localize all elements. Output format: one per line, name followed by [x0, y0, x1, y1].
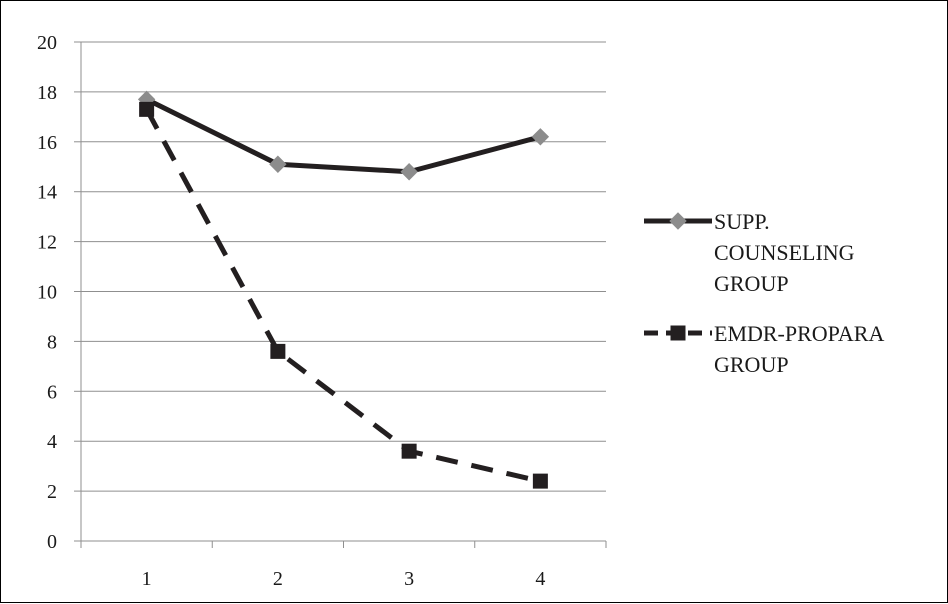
y-tick-label: 14 [37, 182, 57, 204]
series-line-2 [144, 108, 541, 484]
legend-label: COUNSELING [714, 240, 855, 265]
series-2-point [139, 101, 155, 117]
series-2-point [401, 443, 417, 459]
x-tick-label: 1 [142, 568, 152, 590]
y-tick-label: 8 [47, 331, 57, 353]
y-tick-label: 2 [47, 481, 57, 503]
series-2-point [532, 473, 548, 489]
x-tick-label: 4 [535, 568, 545, 590]
y-tick-label: 4 [47, 431, 57, 453]
series-2-point [270, 343, 286, 359]
y-tick-label: 6 [47, 381, 57, 403]
series-lines [144, 97, 542, 484]
legend-label: SUPP. [714, 209, 770, 234]
y-tick-label: 12 [37, 232, 57, 254]
y-tick-label: 10 [37, 282, 57, 304]
legend-swatch-marker-1 [669, 212, 687, 230]
x-tick-label: 3 [404, 568, 414, 590]
axes [74, 41, 607, 548]
legend-label: GROUP [714, 271, 789, 296]
y-tick-label: 0 [47, 531, 57, 553]
y-tick-label: 18 [37, 82, 57, 104]
y-tick-label: 20 [37, 32, 57, 54]
series-1-point [269, 155, 287, 173]
x-tick-label: 2 [273, 568, 283, 590]
legend: SUPP. COUNSELING GROUP EMDR-PROPARA GROUP [644, 209, 884, 377]
series-markers [137, 90, 550, 489]
series-1-point [531, 128, 550, 146]
x-tick-labels: 1 2 3 4 [142, 568, 546, 590]
y-tick-labels: 0 2 4 6 8 10 12 14 16 18 20 [37, 32, 57, 553]
y-tick-label: 16 [37, 132, 57, 154]
gridlines [81, 41, 606, 492]
legend-label: GROUP [714, 352, 789, 377]
legend-label: EMDR-PROPARA [714, 321, 884, 346]
legend-swatch-marker-2 [670, 325, 686, 341]
series-1-point [400, 163, 418, 181]
series-line-1 [145, 97, 542, 175]
